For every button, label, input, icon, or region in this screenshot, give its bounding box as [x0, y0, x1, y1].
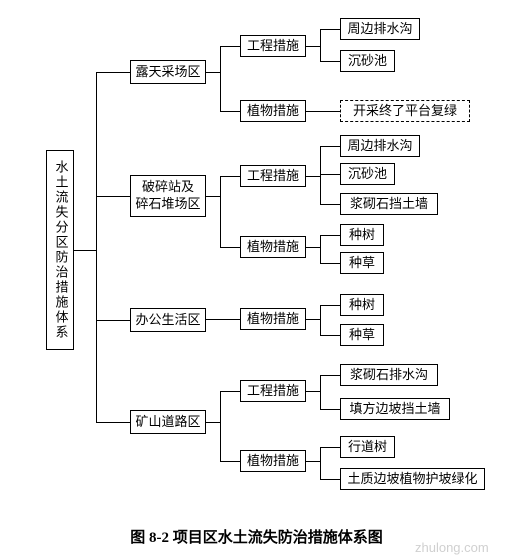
- measure-z4-plant: 植物措施: [240, 450, 306, 472]
- leaf-z2-plant-1: 种树: [340, 224, 384, 246]
- line: [320, 235, 340, 236]
- line: [96, 72, 130, 73]
- line: [306, 319, 320, 320]
- leaf-z1-eng-2: 沉砂池: [340, 50, 395, 72]
- line: [320, 146, 340, 147]
- line: [320, 447, 321, 479]
- line: [220, 176, 240, 177]
- line: [320, 447, 340, 448]
- zone-4: 矿山道路区: [130, 410, 206, 434]
- measure-z1-plant: 植物措施: [240, 100, 306, 122]
- line: [220, 391, 240, 392]
- leaf-z4-eng-2: 填方边坡挡土墙: [340, 398, 450, 420]
- line: [206, 72, 220, 73]
- leaf-z3-plant-1: 种树: [340, 294, 384, 316]
- line: [96, 72, 97, 422]
- line: [320, 29, 340, 30]
- line: [320, 263, 340, 264]
- line: [220, 247, 240, 248]
- watermark: zhulong.com: [415, 540, 489, 555]
- line: [306, 176, 320, 177]
- leaf-z4-eng-1: 浆砌石排水沟: [340, 364, 438, 386]
- zone-1: 露天采场区: [130, 60, 206, 84]
- leaf-z4-plant-1: 行道树: [340, 436, 395, 458]
- line: [320, 335, 340, 336]
- line: [306, 247, 320, 248]
- line: [206, 196, 220, 197]
- root-node: 水土流失分区防治措施体系: [46, 150, 74, 350]
- line: [320, 235, 321, 263]
- measure-z2-plant: 植物措施: [240, 236, 306, 258]
- line: [96, 320, 130, 321]
- line: [320, 29, 321, 61]
- line: [306, 46, 320, 47]
- root-label: 水土流失分区防治措施体系: [52, 160, 69, 340]
- line: [220, 46, 240, 47]
- line: [220, 46, 221, 111]
- line: [306, 111, 340, 112]
- line: [220, 176, 221, 247]
- measure-z3-plant: 植物措施: [240, 308, 306, 330]
- zone-2: 破碎站及 碎石堆场区: [130, 175, 206, 217]
- leaf-z3-plant-2: 种草: [340, 324, 384, 346]
- line: [320, 305, 321, 335]
- leaf-z4-plant-2: 土质边坡植物护坡绿化: [340, 468, 485, 490]
- line: [220, 111, 240, 112]
- line: [320, 146, 321, 204]
- line: [320, 204, 340, 205]
- line: [96, 422, 130, 423]
- line: [320, 479, 340, 480]
- line: [206, 422, 220, 423]
- line: [320, 409, 340, 410]
- leaf-z2-eng-2: 沉砂池: [340, 163, 395, 185]
- measure-z4-eng: 工程措施: [240, 380, 306, 402]
- line: [320, 375, 340, 376]
- line: [74, 250, 96, 251]
- measure-z2-eng: 工程措施: [240, 165, 306, 187]
- line: [206, 319, 240, 320]
- line: [96, 196, 130, 197]
- line: [306, 461, 320, 462]
- leaf-z2-eng-3: 浆砌石挡土墙: [340, 193, 438, 215]
- leaf-z1-eng-1: 周边排水沟: [340, 18, 420, 40]
- leaf-z2-eng-1: 周边排水沟: [340, 135, 420, 157]
- measure-z1-eng: 工程措施: [240, 35, 306, 57]
- line: [220, 391, 221, 461]
- line: [306, 391, 320, 392]
- line: [320, 61, 340, 62]
- leaf-z1-plant-1: 开采终了平台复绿: [340, 100, 470, 122]
- line: [320, 375, 321, 409]
- line: [220, 461, 240, 462]
- zone-3: 办公生活区: [130, 308, 206, 332]
- leaf-z2-plant-2: 种草: [340, 252, 384, 274]
- line: [320, 174, 340, 175]
- line: [320, 305, 340, 306]
